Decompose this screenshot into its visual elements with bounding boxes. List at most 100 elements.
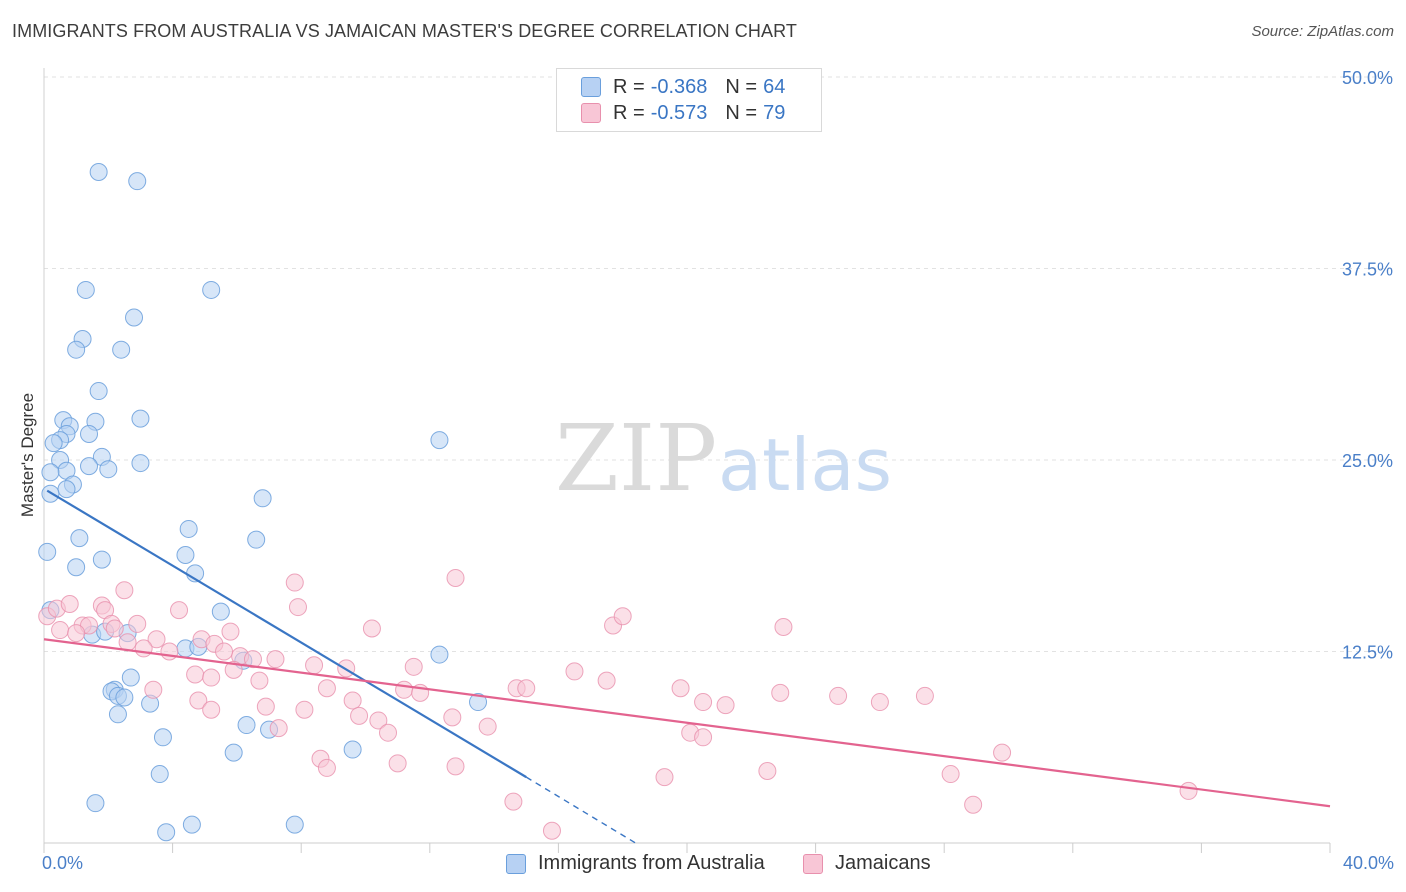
data-point-australia bbox=[157, 823, 176, 842]
data-point-australia bbox=[57, 480, 76, 499]
bottom-legend-swatch-australia bbox=[506, 853, 526, 874]
data-point-jamaicans bbox=[305, 656, 324, 675]
data-point-australia bbox=[343, 740, 362, 759]
legend-r-label: R = bbox=[613, 75, 645, 98]
data-point-jamaicans bbox=[60, 595, 79, 614]
data-point-jamaicans bbox=[285, 573, 304, 592]
data-point-jamaicans bbox=[243, 650, 262, 669]
data-point-australia bbox=[128, 172, 147, 191]
data-point-jamaicans bbox=[343, 691, 362, 710]
data-point-jamaicans bbox=[288, 598, 307, 617]
data-point-jamaicans bbox=[215, 642, 234, 661]
data-point-jamaicans bbox=[362, 619, 381, 638]
data-point-jamaicans bbox=[269, 719, 288, 738]
data-point-jamaicans bbox=[67, 624, 86, 643]
tick-labels: 12.5% 25.0% 37.5% 50.0% 0.0% 40.0% bbox=[42, 68, 1394, 873]
legend-r-value: -0.573 bbox=[650, 101, 708, 124]
data-point-jamaicans bbox=[160, 642, 179, 661]
data-point-australia bbox=[469, 693, 488, 712]
data-point-australia bbox=[179, 519, 198, 538]
data-point-australia bbox=[430, 645, 449, 664]
data-point-jamaicans bbox=[1179, 781, 1198, 800]
data-point-jamaicans bbox=[597, 671, 616, 690]
data-point-australia bbox=[125, 308, 144, 327]
data-point-jamaicans bbox=[915, 686, 934, 705]
data-point-australia bbox=[121, 668, 140, 687]
legend: R = -0.368 N = 64 R = -0.573 N = 79 bbox=[556, 68, 822, 132]
data-point-jamaicans bbox=[504, 792, 523, 811]
y-tick-label: 25.0% bbox=[1342, 451, 1393, 471]
data-point-jamaicans bbox=[870, 693, 889, 712]
data-point-jamaicans bbox=[771, 683, 790, 702]
data-point-jamaicans bbox=[317, 758, 336, 777]
legend-row-jamaicans: R = -0.573 N = 79 bbox=[581, 101, 785, 125]
data-point-australia bbox=[67, 340, 86, 359]
legend-n-label: N = bbox=[725, 75, 758, 98]
data-point-australia bbox=[70, 529, 89, 548]
legend-swatch-jamaicans bbox=[581, 103, 601, 123]
data-point-jamaicans bbox=[446, 568, 465, 587]
data-point-australia bbox=[80, 424, 99, 443]
data-point-australia bbox=[44, 434, 63, 453]
data-point-jamaicans bbox=[144, 680, 163, 699]
data-point-australia bbox=[131, 409, 150, 428]
data-point-jamaicans bbox=[758, 761, 777, 780]
data-point-jamaicans bbox=[964, 795, 983, 814]
x-tick-label: 0.0% bbox=[42, 853, 83, 873]
watermark-atlas: atlas bbox=[718, 423, 892, 507]
data-point-jamaicans bbox=[317, 679, 336, 698]
trend-line-jamaicans bbox=[43, 638, 1331, 808]
data-point-jamaicans bbox=[404, 657, 423, 676]
data-point-jamaicans bbox=[774, 617, 793, 636]
data-point-jamaicans bbox=[478, 717, 497, 736]
legend-n-label: N = bbox=[725, 101, 758, 124]
data-point-australia bbox=[247, 530, 266, 549]
bottom-legend: Immigrants from Australia Jamaicans bbox=[0, 852, 1406, 878]
data-point-jamaicans bbox=[613, 607, 632, 626]
data-point-jamaicans bbox=[565, 662, 584, 681]
data-point-jamaicans bbox=[147, 630, 166, 649]
trend-lines bbox=[43, 489, 1331, 844]
trend-line-australia bbox=[46, 489, 527, 779]
y-tick-label: 37.5% bbox=[1342, 260, 1393, 280]
bottom-legend-swatch-jamaicans bbox=[803, 853, 823, 874]
data-point-jamaicans bbox=[993, 743, 1012, 762]
data-point-jamaicans bbox=[446, 757, 465, 776]
data-point-jamaicans bbox=[443, 708, 462, 727]
data-point-jamaicans bbox=[170, 601, 189, 620]
legend-n-value: 79 bbox=[763, 101, 786, 124]
data-point-australia bbox=[115, 688, 134, 707]
data-point-jamaicans bbox=[369, 711, 388, 730]
data-point-jamaicans bbox=[134, 639, 153, 658]
data-point-jamaicans bbox=[694, 728, 713, 747]
data-point-australia bbox=[224, 743, 243, 762]
data-point-australia bbox=[92, 550, 111, 569]
data-point-australia bbox=[211, 602, 230, 621]
data-point-australia bbox=[285, 815, 304, 834]
bottom-legend-australia: Immigrants from Australia bbox=[506, 852, 765, 875]
data-point-jamaicans bbox=[105, 619, 124, 638]
data-point-jamaicans bbox=[250, 671, 269, 690]
data-point-australia bbox=[67, 558, 86, 577]
y-axis-label: Master's Degree bbox=[18, 393, 37, 517]
legend-r-label: R = bbox=[613, 101, 645, 124]
data-point-jamaicans bbox=[224, 660, 243, 679]
data-point-australia bbox=[153, 728, 172, 747]
data-point-jamaicans bbox=[655, 768, 674, 787]
bottom-legend-jamaicans: Jamaicans bbox=[803, 852, 931, 875]
data-point-jamaicans bbox=[189, 691, 208, 710]
data-point-australia bbox=[41, 463, 60, 482]
data-point-jamaicans bbox=[256, 697, 275, 716]
data-point-jamaicans bbox=[388, 754, 407, 773]
data-point-jamaicans bbox=[941, 765, 960, 784]
chart-title: IMMIGRANTS FROM AUSTRALIA VS JAMAICAN MA… bbox=[12, 21, 797, 41]
gridlines bbox=[44, 76, 1392, 652]
data-point-jamaicans bbox=[671, 679, 690, 698]
data-point-jamaicans bbox=[716, 696, 735, 715]
data-point-jamaicans bbox=[128, 614, 147, 633]
legend-n-value: 64 bbox=[763, 75, 786, 98]
data-point-australia bbox=[80, 457, 99, 476]
data-point-australia bbox=[112, 340, 131, 359]
series-australia-points bbox=[38, 162, 488, 842]
bottom-legend-label-jamaicans: Jamaicans bbox=[835, 852, 931, 874]
